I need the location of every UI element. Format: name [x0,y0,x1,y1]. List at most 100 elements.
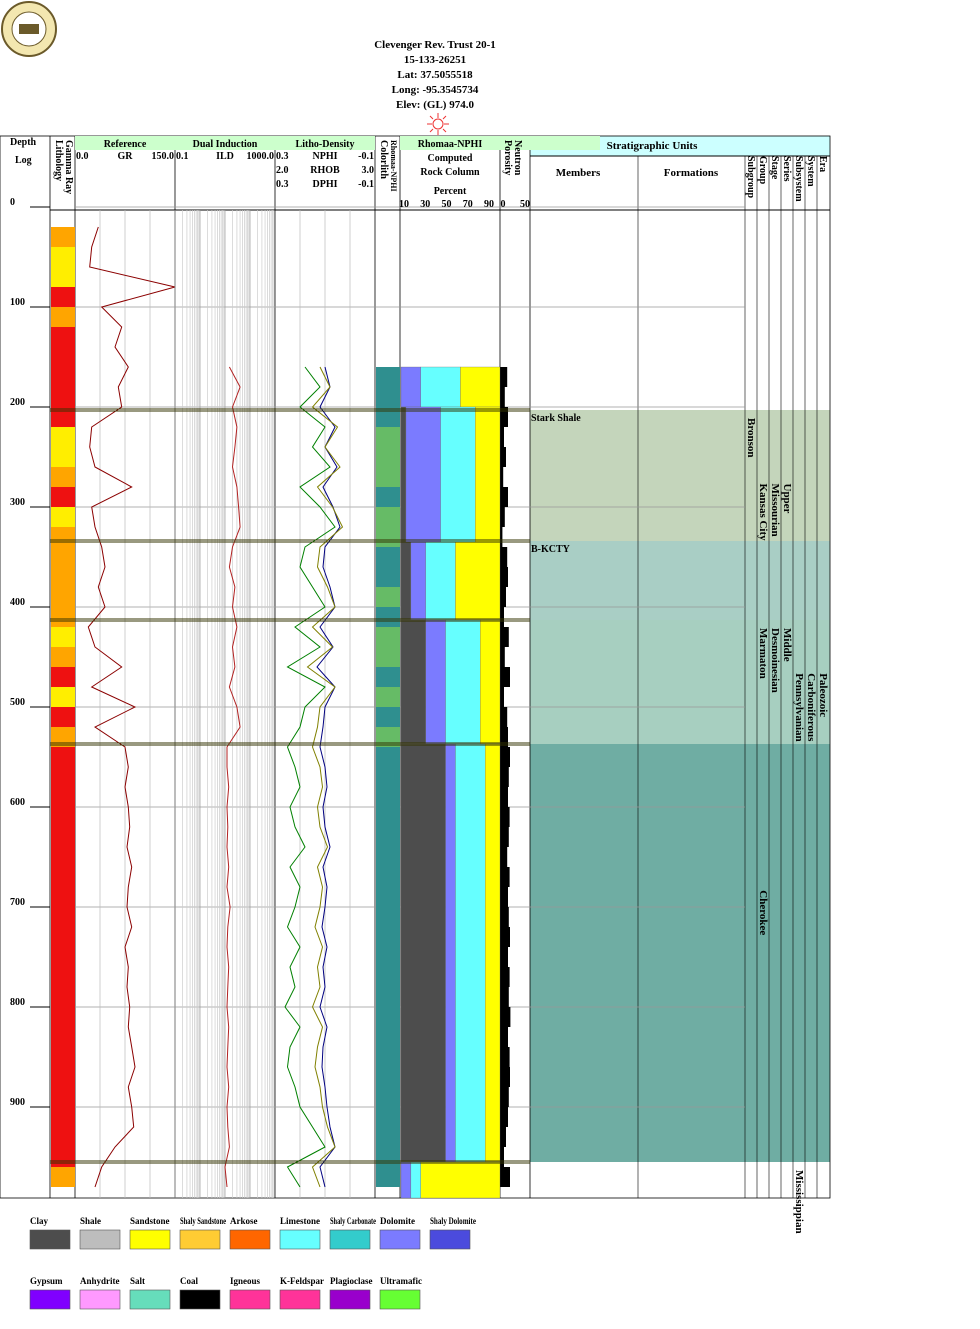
legend-swatch [29,1229,71,1250]
colorlith-cell [376,747,400,767]
lithology-cell [51,267,75,287]
lithology-cell [51,707,75,727]
scale-max: -0.1 [358,151,374,162]
legend-label: Shale [80,1216,101,1226]
porosity-fill [500,787,508,807]
member-label: Stark Shale [531,413,581,424]
strat-unit: Marmaton [757,628,769,679]
rock-tick-label: 10 [399,199,409,210]
rock-segment [475,406,501,543]
rock-segment [410,541,426,621]
curve-name: GR [118,151,134,162]
legend-swatch [329,1229,371,1250]
strat-column-title: Stage [769,156,780,180]
seal [1,1,57,57]
porosity-fill [500,967,510,987]
scale-min: 0.1 [176,151,189,162]
rock-segment [445,619,481,745]
depth-tick-label: 600 [10,797,25,808]
legend-swatch [229,1289,271,1310]
scale-min: 0.0 [76,151,89,162]
colorlith-cell [376,507,400,527]
porosity-fill [500,1047,510,1067]
header-band [175,136,275,150]
rock-line: Percent [434,186,467,197]
log-curve [87,226,176,1188]
lithology-cell [51,607,75,627]
colorlith-cell [376,787,400,807]
header-line: Elev: (GL) 974.0 [396,99,474,111]
legend-label: Igneous [230,1276,261,1286]
depth-subtitle: Log [15,155,32,166]
header-line: 15-133-26251 [404,54,466,66]
track-title: Reference [104,139,147,150]
lithology-cell [51,427,75,447]
rock-tick-label: 90 [484,199,494,210]
log-curve [316,366,341,1188]
porosity-fill [500,547,508,567]
porosity-fill [500,667,510,687]
rock-segment [400,541,412,621]
colorlith-cell [376,807,400,827]
strat-column-title: Era [817,156,828,172]
porosity-fill [500,687,504,707]
colorlith-cell [376,1087,400,1107]
track-title: Rhomaa-NPHI [418,139,483,150]
lithology-cell [51,727,75,747]
curve-name: DPHI [313,179,338,190]
porosity-fill [500,607,504,627]
lithology-cell [51,1147,75,1167]
strat-column-title: Series [781,156,792,182]
colorlith-cell [376,727,400,747]
porosity-fill [500,1087,509,1107]
curve-name: NPHI [313,151,338,162]
rock-segment [460,366,501,408]
legend-label: Clay [30,1216,49,1226]
porosity-fill [500,1007,511,1027]
porosity-fill [500,647,505,667]
legend-label: Arkose [230,1216,258,1226]
track-title: Dual Induction [193,139,258,150]
scale-min: 2.0 [276,165,289,176]
lithology-cell [51,1087,75,1107]
rock-segment [400,743,446,1163]
lithology-cell [51,587,75,607]
colorlith-cell [376,527,400,547]
colorlith-cell [376,1047,400,1067]
scale-min: 0.3 [276,151,289,162]
porosity-fill [500,1147,504,1167]
porosity-fill [500,767,509,787]
strat-interval [530,541,830,620]
member-label: B-KCTY [531,544,571,555]
porosity-fill [500,747,510,767]
strat-column-title: Subsystem [793,156,804,202]
strat-unit: Missourian [769,484,781,537]
porosity-fill [500,727,508,747]
colorlith-cell [376,387,400,407]
porosity-fill [500,827,509,847]
legend-label: Shaly Sandstone [180,1216,226,1226]
depth-tick-label: 700 [10,897,25,908]
colorlith-cell [376,707,400,727]
colorlith-cell [376,547,400,567]
header-band [275,136,375,150]
lithology-cell [51,887,75,907]
legend-swatch [429,1229,471,1250]
legend-label: Salt [130,1276,145,1286]
rock-segment [400,1161,412,1199]
lithology-cell [51,547,75,567]
lithology-cell [51,1127,75,1147]
track-title: Litho-Density [296,139,355,150]
legend-swatch [179,1229,221,1250]
strat-unit: Mississippian [793,1170,805,1234]
strat-unit: Paleozoic [817,673,829,717]
lithology-cell [51,667,75,687]
lithology-cell [51,687,75,707]
scale-max: 1000.0 [247,151,275,162]
colorlith-cell [376,1107,400,1127]
lithology-cell [51,1167,75,1187]
lithology-cell [51,467,75,487]
colorlith-cell [376,887,400,907]
porosity-fill [500,487,508,507]
log-curve [224,366,241,1188]
